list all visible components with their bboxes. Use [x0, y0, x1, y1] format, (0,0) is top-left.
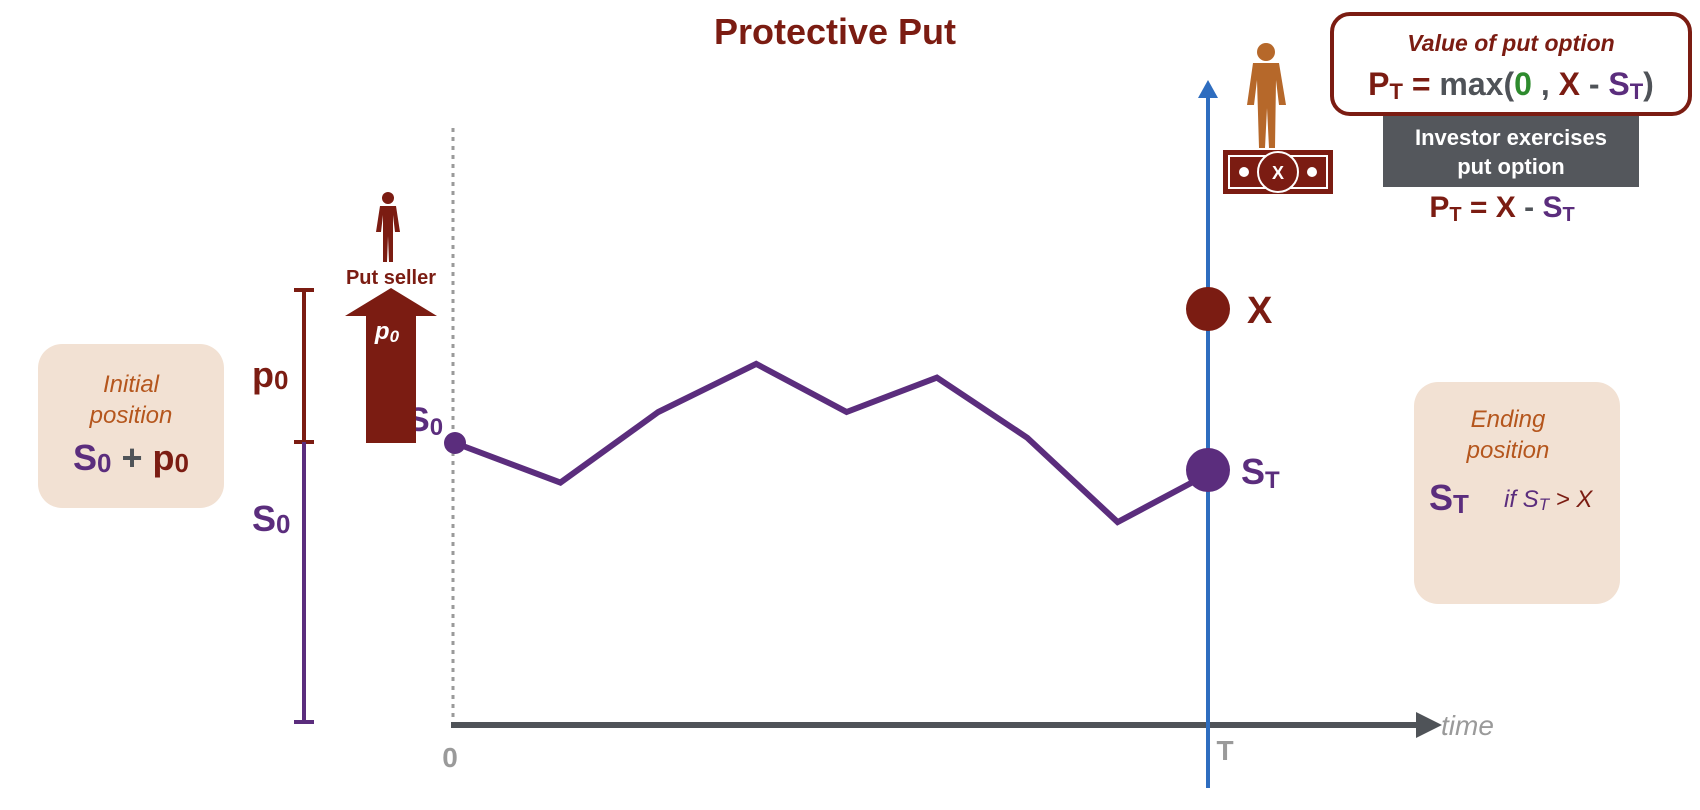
final-price-dot — [1186, 448, 1230, 492]
put-value-formula: PT = max(0 , X - ST) — [1368, 66, 1654, 104]
stock-bracket-label: S0 — [252, 498, 290, 539]
ending-panel-line1: Ending — [1471, 406, 1546, 433]
premium-arrow-label: p0 — [374, 318, 400, 346]
put-seller-person-icon — [376, 192, 400, 262]
initial-position-panel — [38, 344, 224, 508]
axis-T-label: T — [1216, 735, 1233, 766]
money-bill-icon — [1223, 150, 1333, 194]
initial-panel-line2: position — [89, 402, 173, 429]
ending-position-panel — [1414, 382, 1620, 604]
final-price-label: ST — [1241, 451, 1280, 494]
put-value-heading: Value of put option — [1407, 30, 1614, 56]
premium-arrow — [345, 288, 437, 443]
time-axis-label: time — [1441, 710, 1494, 741]
payoff-formula: PT = X - ST — [1429, 191, 1574, 226]
maturity-arrowhead — [1198, 80, 1218, 98]
stock-price-path — [453, 360, 1210, 526]
exercise-box-line2: put option — [1457, 154, 1565, 179]
put-value-box — [1330, 12, 1692, 116]
ending-panel-condition: if ST > X — [1504, 486, 1593, 514]
strike-point-dot — [1186, 287, 1230, 331]
money-bill-label: X — [1272, 163, 1284, 183]
premium-bracket-label: p0 — [252, 354, 288, 395]
axis-zero-label: 0 — [442, 742, 458, 773]
ending-panel-line2: position — [1466, 437, 1550, 464]
exercise-box — [1383, 116, 1639, 187]
investor-person-icon — [1247, 43, 1286, 148]
ending-panel-formula: ST — [1429, 477, 1469, 519]
start-point-dot — [444, 432, 466, 454]
initial-panel-formula: S0 + p0 — [73, 437, 189, 478]
initial-panel-line1: Initial — [103, 371, 160, 398]
time-axis-arrowhead — [1416, 712, 1442, 738]
page-title: Protective Put — [714, 11, 956, 52]
put-seller-label: Put seller — [346, 267, 436, 289]
strike-point-label: X — [1247, 290, 1273, 332]
exercise-box-line1: Investor exercises — [1415, 125, 1607, 150]
